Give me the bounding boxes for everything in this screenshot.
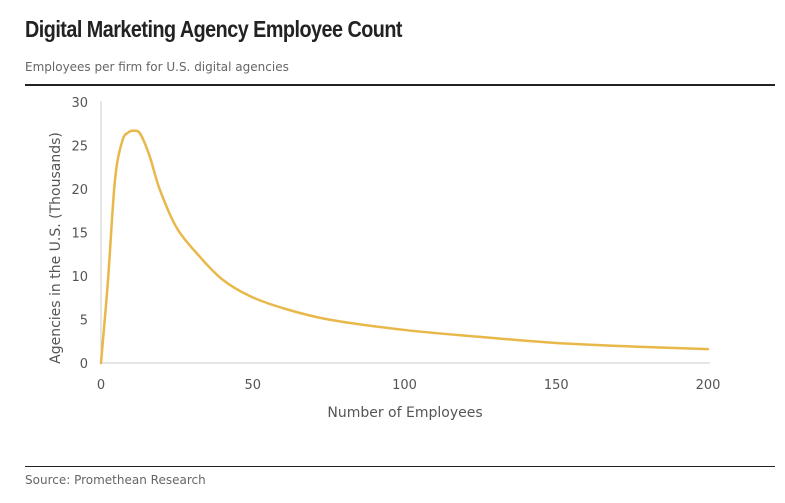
top-divider [25, 84, 775, 86]
y-tick-label: 15 [71, 227, 88, 242]
x-tick-label: 0 [97, 378, 105, 393]
x-tick-label: 100 [392, 378, 417, 393]
x-tick-label: 200 [696, 378, 721, 393]
chart-title: Digital Marketing Agency Employee Count [25, 16, 403, 42]
y-tick-label: 30 [71, 96, 88, 111]
y-axis-label: Agencies in the U.S. (Thousands) [48, 132, 64, 364]
y-tick-label: 10 [71, 270, 88, 285]
source-note: Source: Promethean Research [25, 473, 206, 487]
y-tick-label: 5 [80, 314, 88, 329]
x-tick-label: 150 [544, 378, 569, 393]
series-line-agencies [99, 129, 710, 365]
y-tick-label: 25 [71, 140, 88, 155]
y-tick-label: 20 [71, 183, 88, 198]
x-tick-label: 50 [244, 378, 261, 393]
bottom-divider [25, 466, 775, 467]
x-axis-label: Number of Employees [327, 405, 482, 421]
chart-subtitle: Employees per firm for U.S. digital agen… [25, 60, 289, 74]
y-tick-label: 0 [80, 357, 88, 372]
